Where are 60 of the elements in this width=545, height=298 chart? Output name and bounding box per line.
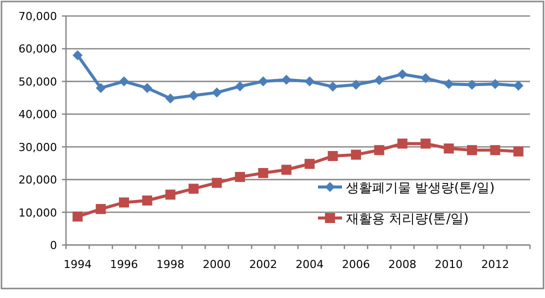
point [513,146,524,156]
point [397,138,408,149]
point [188,184,199,194]
point [119,76,129,86]
x-tick-label: 2004 [296,258,324,271]
point [258,168,268,178]
y-tick-label: 30,000 [18,140,57,154]
point [490,145,500,156]
point [444,79,454,90]
legend-label: 생활폐기물 발생량(톤/일) [346,181,495,196]
point [304,76,315,86]
y-tick-label: 40,000 [18,108,57,122]
point [374,75,384,86]
y-tick-label: 10,000 [18,206,57,220]
x-tick-label: 2012 [481,258,510,271]
point [328,151,338,162]
point [374,145,384,156]
point [72,50,83,60]
point [467,80,477,90]
point [142,196,152,206]
x-tick-label: 1998 [156,258,184,271]
point [165,190,176,200]
point [490,79,500,90]
x-tick-label: 1996 [110,258,138,271]
point [467,145,477,156]
x-tick-label: 2008 [388,258,416,271]
point [235,172,245,182]
point [96,204,106,214]
x-tick-label: 2000 [202,258,231,271]
point [351,150,361,160]
point [444,143,454,154]
point [142,82,152,93]
point [212,88,222,98]
point [281,74,292,85]
point [212,178,222,188]
point [96,82,106,93]
x-tick-label: 1994 [64,258,92,271]
x-tick-label: 2006 [342,258,370,271]
point [119,197,129,208]
point [328,82,338,92]
point [397,69,408,80]
x-tick-label: 2010 [434,258,463,271]
point [258,76,268,86]
point [165,93,176,104]
y-tick-label: 0 [50,239,57,252]
point [304,158,315,169]
point [188,90,199,100]
legend-label: 재활용 처리량(톤/일) [346,212,469,227]
x-tick-label: 2002 [249,258,278,271]
point [281,164,292,175]
point [420,138,431,149]
point [513,80,524,91]
point [420,73,431,84]
point [351,80,361,90]
y-tick-label: 60,000 [18,42,57,56]
y-tick-label: 70,000 [18,10,57,23]
y-tick-label: 20,000 [18,174,57,187]
point [235,81,245,92]
y-tick-label: 50,000 [18,75,57,88]
point [72,212,83,222]
